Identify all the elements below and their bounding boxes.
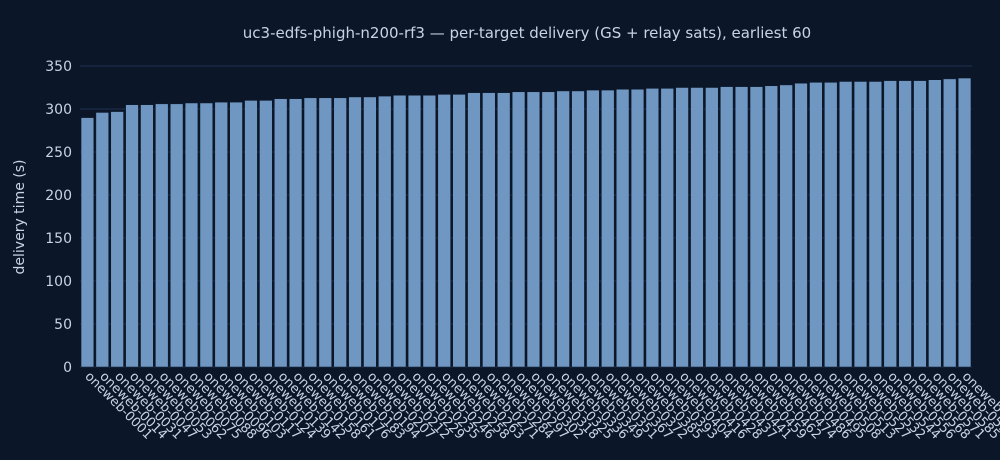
bar — [883, 80, 897, 368]
bar — [229, 101, 243, 368]
bar — [571, 90, 585, 368]
bar — [541, 91, 555, 368]
bar — [348, 96, 362, 368]
bar — [913, 80, 927, 368]
bar — [645, 88, 660, 368]
bar — [957, 77, 972, 368]
y-tick-label: 50 — [54, 317, 72, 333]
bar — [705, 87, 719, 368]
bar — [824, 82, 838, 368]
bar — [749, 86, 764, 368]
bar — [184, 102, 199, 368]
bar — [80, 117, 95, 368]
y-tick-label: 300 — [45, 102, 72, 118]
y-tick-label: 200 — [45, 188, 72, 204]
y-tick-labels: 0 50 100 150 200 250 300 350 — [45, 59, 72, 376]
bar — [779, 84, 793, 368]
bar — [615, 88, 630, 368]
y-tick-label: 150 — [45, 231, 72, 247]
bars — [80, 77, 972, 368]
bar — [95, 112, 109, 368]
bar — [214, 101, 228, 368]
bar — [586, 89, 600, 368]
bar — [630, 88, 645, 368]
bar — [720, 86, 734, 368]
bar — [601, 89, 615, 368]
bar — [155, 103, 169, 368]
bar — [898, 80, 912, 368]
x-tick-labels: oneweb-0001oneweb-0014oneweb-0031oneweb-… — [82, 369, 1000, 442]
bar — [467, 92, 481, 368]
bar — [809, 82, 823, 368]
bar — [199, 102, 214, 368]
y-tick-label: 250 — [45, 145, 72, 161]
bar — [125, 104, 139, 368]
bar — [690, 87, 704, 368]
bar — [318, 97, 332, 368]
y-tick-label: 100 — [45, 274, 72, 290]
bar — [274, 98, 288, 368]
bar — [452, 94, 466, 368]
gridlines — [80, 65, 972, 368]
bar — [407, 94, 422, 368]
bar — [764, 85, 778, 368]
bar — [734, 86, 749, 368]
bar — [838, 81, 853, 368]
bar — [928, 79, 942, 368]
bar — [303, 97, 318, 368]
bar — [140, 104, 154, 368]
bar — [169, 103, 184, 368]
bar — [853, 81, 868, 368]
bar — [422, 94, 437, 368]
bar — [675, 87, 689, 368]
bar — [526, 91, 541, 368]
bar — [363, 96, 377, 368]
y-axis-label: delivery time (s) — [12, 160, 28, 275]
bar — [497, 92, 511, 368]
bar — [378, 95, 392, 368]
bar — [868, 81, 883, 368]
bar — [110, 111, 124, 368]
bar — [794, 82, 808, 368]
bar — [437, 94, 451, 368]
y-tick-label: 350 — [45, 59, 72, 75]
bar — [556, 90, 570, 368]
bar — [511, 91, 526, 368]
bar — [259, 100, 273, 368]
bar — [244, 100, 258, 368]
bar — [333, 97, 347, 368]
y-tick-label: 0 — [63, 360, 72, 376]
bar — [392, 94, 407, 368]
chart-title: uc3-edfs-phigh-n200-rf3 — per-target del… — [243, 24, 811, 42]
bar — [482, 92, 496, 368]
bar — [660, 88, 674, 368]
bar — [288, 98, 303, 368]
bar — [943, 78, 957, 368]
